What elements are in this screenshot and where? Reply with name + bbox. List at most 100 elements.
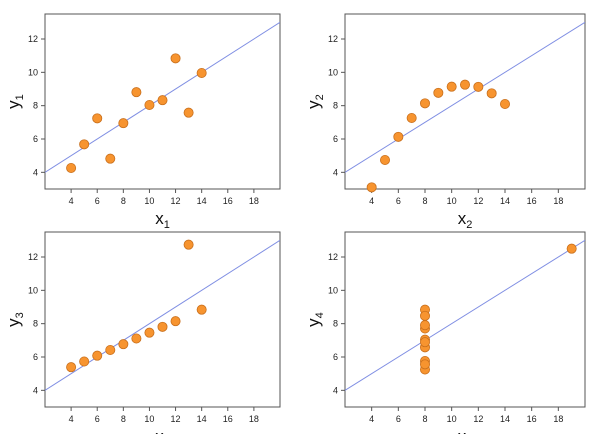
scatter-panel-3: 4 6 8 10 12 14 16 18 4 6 8 10 12 x 3y3 [4,231,281,434]
data-point [131,333,142,344]
y-axis-symbol: y [304,100,323,109]
x-tick-label: 16 [223,414,233,424]
y-tick-label: 8 [333,319,338,329]
x-tick-label: 14 [197,196,207,206]
y-axis-symbol: y [304,318,323,327]
x-tick-label: 12 [473,196,483,206]
data-point [105,153,116,164]
x-tick-label: 12 [171,414,181,424]
y-tick-label: 6 [33,352,38,362]
x-tick-label: 6 [95,414,100,424]
regression-line [345,239,585,391]
x-axis-symbol: x [155,427,164,434]
x-axis-label: x1 [155,209,170,231]
y-axis-label: y3 [4,312,26,327]
y-tick-label: 8 [33,101,38,111]
data-point [406,113,417,124]
data-point [92,350,103,361]
plot-frame [44,13,281,190]
x-axis-subscript: 2 [466,219,472,231]
x-tick-label: 12 [473,414,483,424]
x-tick-label: 6 [95,196,100,206]
x-tick-label: 14 [500,414,510,424]
data-point [433,87,444,98]
x-tick-label: 18 [249,414,259,424]
data-point [196,68,207,79]
y-tick-label: 12 [328,34,338,44]
y-tick-label: 4 [333,385,338,395]
y-axis-subscript: 1 [14,94,26,100]
data-point [419,359,430,370]
y-tick-label: 6 [33,134,38,144]
x-tick-label: 4 [369,196,374,206]
data-point [170,316,181,327]
data-point [446,81,457,92]
data-point [170,53,181,64]
data-point [66,362,77,373]
x-axis-label: x4 [458,427,473,434]
x-tick-label: 10 [447,414,457,424]
x-tick-label: 16 [223,196,233,206]
data-point [499,99,510,110]
data-point [66,162,77,173]
x-tick-label: 16 [527,414,537,424]
data-point [366,182,377,193]
plot-frame [344,13,586,190]
data-point [393,131,404,142]
x-tick-label: 8 [121,196,126,206]
x-tick-label: 14 [197,414,207,424]
y-tick-label: 4 [33,385,38,395]
x-axis-symbol: x [458,427,467,434]
y-tick-label: 8 [33,319,38,329]
y-tick-label: 4 [333,167,338,177]
x-axis-subscript: 1 [164,219,170,231]
x-tick-label: 8 [422,196,427,206]
x-tick-label: 4 [69,196,74,206]
data-point [144,327,155,338]
y-tick-label: 12 [28,34,38,44]
y-tick-label: 6 [333,134,338,144]
data-point [183,239,194,250]
x-tick-label: 10 [447,196,457,206]
data-point [118,339,129,350]
data-point [79,356,90,367]
x-tick-label: 4 [69,414,74,424]
data-point [419,337,430,348]
data-point [105,344,116,355]
data-point [131,87,142,98]
regression-line [345,21,585,173]
y-tick-label: 8 [333,101,338,111]
x-tick-label: 12 [171,196,181,206]
y-axis-label: y4 [304,312,326,327]
x-tick-label: 4 [369,414,374,424]
y-axis-subscript: 2 [314,94,326,100]
x-tick-label: 6 [396,196,401,206]
data-point [486,88,497,99]
y-tick-label: 10 [328,67,338,77]
y-tick-label: 10 [28,285,38,295]
x-tick-label: 8 [121,414,126,424]
x-axis-symbol: x [458,209,467,228]
data-point [473,81,484,92]
data-point [196,304,207,315]
data-point [183,107,194,118]
data-point [118,118,129,129]
data-point [157,95,168,106]
x-tick-label: 18 [249,196,259,206]
data-point [566,243,577,254]
y-axis-symbol: y [4,100,23,109]
data-point [419,320,430,331]
plot-frame [44,231,281,408]
x-tick-label: 18 [553,414,563,424]
y-axis-label: y2 [304,94,326,109]
x-tick-label: 10 [144,196,154,206]
y-tick-label: 12 [28,252,38,262]
x-tick-label: 14 [500,196,510,206]
y-axis-subscript: 4 [314,312,326,318]
y-axis-subscript: 3 [14,312,26,318]
y-axis-label: y1 [4,94,26,109]
data-point [92,113,103,124]
x-tick-label: 10 [144,414,154,424]
